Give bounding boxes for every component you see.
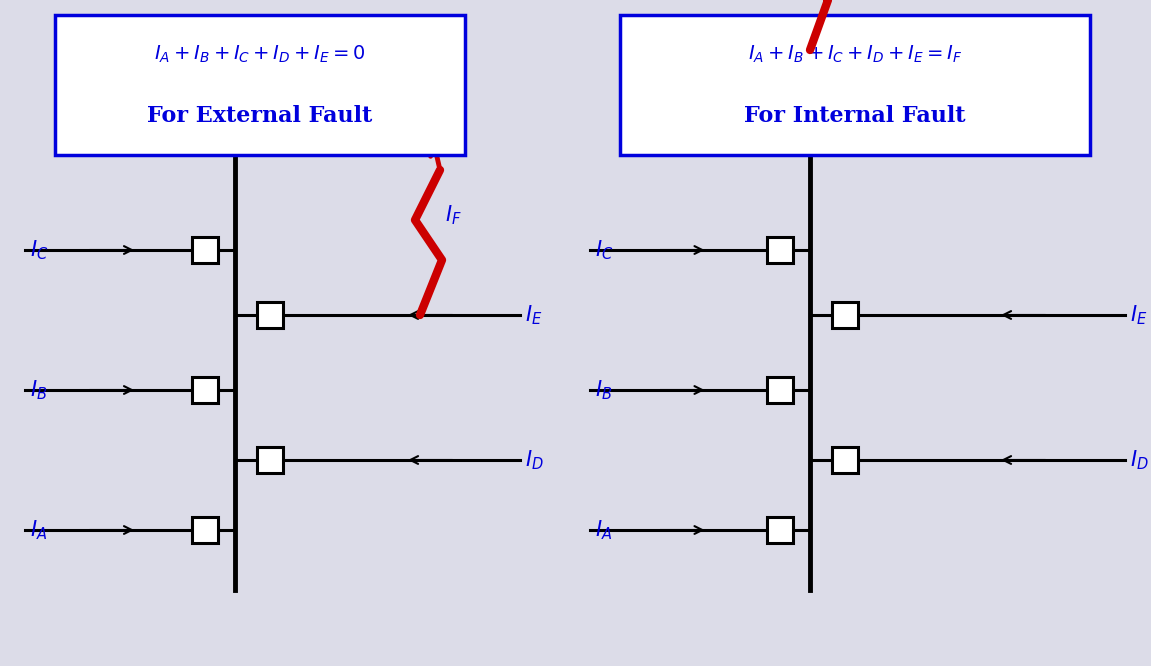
Bar [767, 237, 793, 263]
Text: For Internal Fault: For Internal Fault [745, 105, 966, 127]
Text: $I_B$: $I_B$ [30, 378, 47, 402]
Bar [257, 302, 283, 328]
Text: $I_C$: $I_C$ [595, 238, 613, 262]
Bar [257, 447, 283, 473]
Text: $I_D$: $I_D$ [1130, 448, 1149, 472]
Text: $I_A + I_B + I_C + I_D + I_E = I_F$: $I_A + I_B + I_C + I_D + I_E = I_F$ [748, 43, 962, 65]
Bar [55, 15, 465, 155]
Text: $I_B$: $I_B$ [595, 378, 612, 402]
Bar [767, 517, 793, 543]
Bar [192, 237, 218, 263]
Bar [832, 302, 857, 328]
Text: $I_C$: $I_C$ [30, 238, 48, 262]
Text: $I_F$: $I_F$ [445, 203, 462, 227]
Text: $I_E$: $I_E$ [525, 304, 542, 327]
Text: For External Fault: For External Fault [147, 105, 373, 127]
Bar [192, 517, 218, 543]
Text: $I_E$: $I_E$ [1130, 304, 1148, 327]
Bar [192, 377, 218, 403]
Bar [620, 15, 1090, 155]
Bar [767, 377, 793, 403]
Bar [832, 447, 857, 473]
Text: $I_A$: $I_A$ [595, 518, 612, 542]
Text: $F$: $F$ [418, 100, 432, 120]
Text: $I_A + I_B + I_C + I_D + I_E = 0$: $I_A + I_B + I_C + I_D + I_E = 0$ [154, 43, 366, 65]
Text: $I_D$: $I_D$ [525, 448, 543, 472]
Text: $I_A$: $I_A$ [30, 518, 47, 542]
